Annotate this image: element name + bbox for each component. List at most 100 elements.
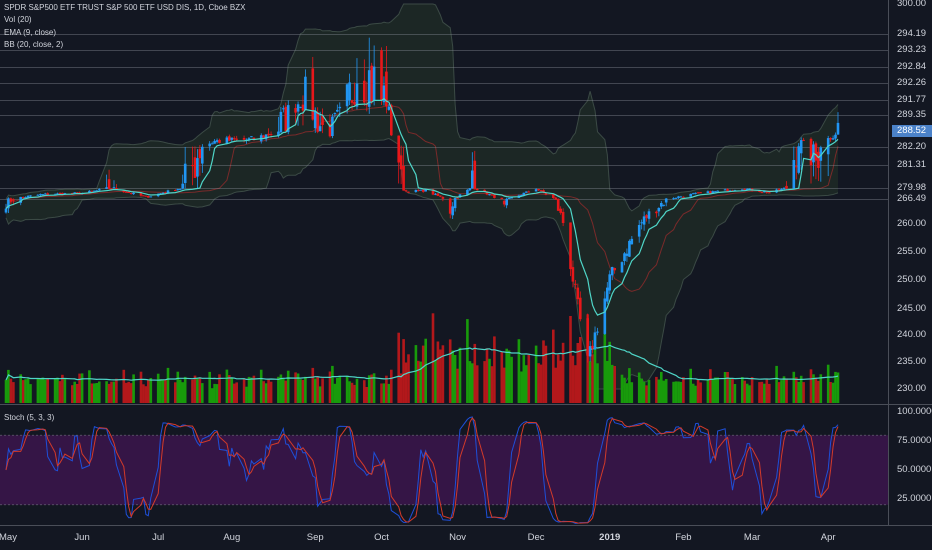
candle <box>507 197 511 199</box>
volume-bar <box>571 355 575 403</box>
candle <box>831 135 835 140</box>
price-tick: 235.00 <box>897 356 927 367</box>
candle <box>603 291 607 335</box>
volume-bar <box>71 385 74 403</box>
volume-bar <box>390 369 393 403</box>
candle <box>468 188 472 192</box>
candle <box>262 134 265 138</box>
candle <box>407 191 410 193</box>
volume-bar <box>286 370 290 403</box>
candle <box>655 210 658 218</box>
volume-bar <box>775 365 778 403</box>
bb-upper <box>5 3 839 212</box>
candle <box>294 103 297 126</box>
candle <box>380 47 383 106</box>
volume-bar <box>525 365 528 403</box>
volume-bar <box>259 369 263 403</box>
legend-ema[interactable]: EMA (9, close) <box>4 28 57 37</box>
candle <box>723 188 727 191</box>
volume-bar <box>299 379 302 403</box>
volume-bar <box>576 343 580 403</box>
volume-bar <box>36 378 40 403</box>
volume-bar <box>176 371 180 403</box>
volume-bar <box>559 360 562 403</box>
legend-volume[interactable]: Vol (20) <box>4 15 32 24</box>
volume-bar <box>660 371 663 403</box>
volume-bar <box>419 361 423 403</box>
candle <box>387 103 391 111</box>
volume-bar <box>608 341 611 403</box>
volume-bar <box>127 381 130 403</box>
volume-bar <box>353 384 356 403</box>
candle <box>647 208 651 224</box>
candlesticks <box>4 37 840 363</box>
candle <box>466 189 469 196</box>
stochastic-pane <box>0 416 888 524</box>
volume-bar <box>46 378 49 403</box>
legend-bb[interactable]: BB (20, close, 2) <box>4 40 64 49</box>
volume-bar <box>431 313 435 403</box>
volume-bar <box>367 375 371 403</box>
volume-bar <box>441 345 445 403</box>
volume-bar <box>29 384 32 403</box>
candle <box>797 143 800 175</box>
volume-bar <box>245 386 248 403</box>
volume-bar <box>758 382 761 403</box>
date-tick: Apr <box>820 532 836 543</box>
candle <box>556 198 560 212</box>
candle <box>441 195 445 202</box>
volume-bar <box>264 383 268 403</box>
volume-bar <box>345 375 349 403</box>
volume-bar <box>691 383 695 403</box>
volume-bar <box>490 366 494 403</box>
volume-bar <box>483 361 486 403</box>
volume-bar <box>201 383 204 403</box>
candle <box>353 82 356 107</box>
volume-bar <box>436 341 440 403</box>
volume-bar <box>657 379 661 403</box>
volume-bar <box>620 374 624 403</box>
volume-bar <box>672 381 675 403</box>
volume-bar <box>591 354 594 403</box>
volume-bar <box>61 374 64 403</box>
candle <box>645 214 648 222</box>
candle <box>115 184 118 190</box>
candle <box>561 208 565 227</box>
volume-bar <box>451 350 454 403</box>
volume-bar <box>471 363 474 403</box>
bb-lower <box>5 137 839 390</box>
stoch-d <box>5 417 839 524</box>
volume-bar <box>196 377 199 403</box>
volume-bar <box>208 371 211 403</box>
volume-bar <box>741 377 744 403</box>
candle <box>453 197 457 212</box>
volume-bar <box>682 377 685 403</box>
candle <box>228 134 231 142</box>
volume-bar <box>235 382 238 403</box>
volume-bar <box>640 378 643 403</box>
volume-bar <box>731 378 734 403</box>
volume-bar <box>380 383 383 403</box>
candle <box>44 192 47 195</box>
candle <box>397 135 400 184</box>
volume-bar <box>456 368 459 403</box>
candle <box>304 69 307 110</box>
volume-bar <box>544 345 548 403</box>
volume-bar <box>579 337 582 403</box>
volume-bar <box>372 373 376 403</box>
candle <box>174 189 177 191</box>
candle <box>198 145 202 176</box>
volume-bar <box>382 383 386 403</box>
volume-bar <box>689 368 692 403</box>
volume-bar <box>402 339 405 403</box>
candle <box>819 145 823 182</box>
candle <box>215 138 219 144</box>
candle <box>637 220 641 243</box>
candle <box>493 193 496 199</box>
candle <box>333 112 337 118</box>
candle <box>691 192 695 195</box>
candle <box>799 137 803 170</box>
volume-bar <box>554 367 558 403</box>
legend-stoch[interactable]: Stoch (5, 3, 3) <box>4 413 55 422</box>
